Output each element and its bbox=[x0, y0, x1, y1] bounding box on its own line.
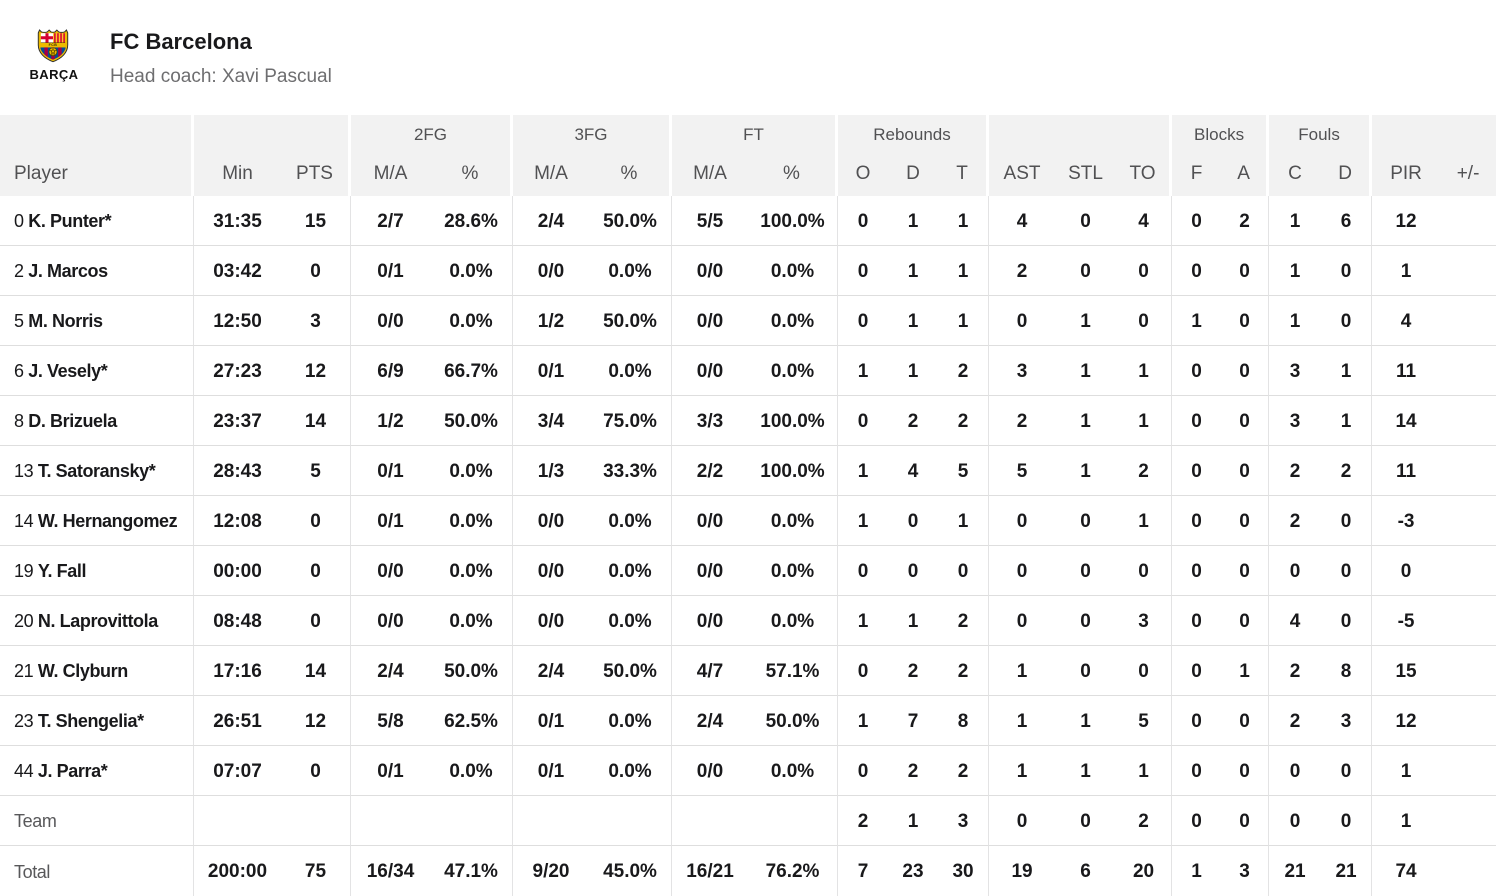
svg-text:FCB: FCB bbox=[49, 43, 58, 47]
